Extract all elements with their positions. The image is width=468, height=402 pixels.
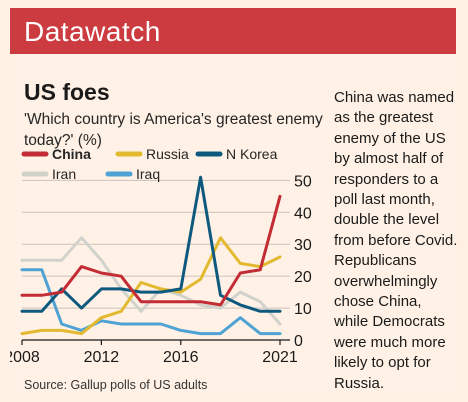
legend-label-iran: Iran (52, 166, 76, 182)
series-line-iran (20, 236, 282, 326)
series-line-russia (20, 236, 282, 336)
x-tick-label-2021: 2021 (262, 349, 298, 366)
legend-label-n-korea: N Korea (226, 146, 278, 162)
series-line-china (20, 194, 282, 307)
source-note: Source: Gallup polls of US adults (24, 378, 208, 392)
legend-label-china: China (52, 146, 91, 162)
y-tick-label-20: 20 (294, 269, 312, 286)
y-tick-label-30: 30 (294, 237, 312, 254)
y-tick-label-50: 50 (294, 173, 312, 190)
x-tick-label-2008: 2008 (10, 349, 40, 366)
chart-title: US foes (24, 79, 110, 105)
y-tick-label-0: 0 (294, 333, 303, 350)
datawatch-panel: Datawatch US foes 'Which country is Amer… (10, 8, 458, 394)
series-line-n-korea (20, 175, 282, 313)
line-chart: 0 10 20 30 40 50 2008 2012 2016 2021 China Russia N … (10, 146, 312, 366)
y-tick-label-10: 10 (294, 301, 312, 318)
chart-subtitle: 'Which country is America's greatest ene… (24, 111, 323, 149)
y-tick-label-40: 40 (294, 205, 312, 222)
header-banner: Datawatch (10, 8, 456, 54)
legend-label-iraq: Iraq (136, 166, 160, 182)
x-tick-label-2016: 2016 (163, 349, 199, 366)
x-tick-label-2012: 2012 (84, 349, 120, 366)
legend-label-russia: Russia (146, 146, 189, 162)
banner-title: Datawatch (24, 16, 161, 47)
series-line-iraq (20, 268, 282, 336)
chart-caption: China was named as the greatest enemy of… (334, 89, 458, 392)
